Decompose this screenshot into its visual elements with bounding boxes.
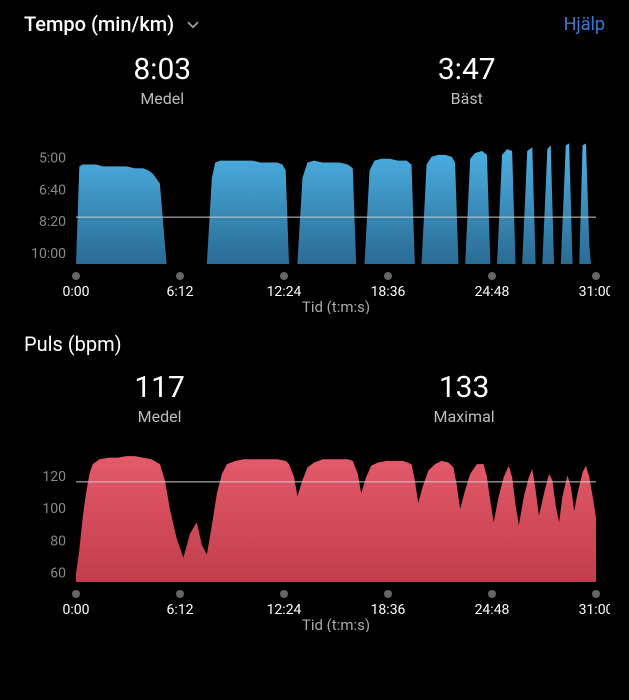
tempo-chart: 5:00 6:40 8:20 10:00 0:00 6:12 12:24 18:36 24:48… — [20, 124, 610, 314]
svg-text:12:24: 12:24 — [267, 602, 302, 618]
chevron-down-icon — [184, 15, 202, 33]
pulse-chart: 120 100 80 60 0:00 6:12 12:24 18:36 24:48 31:00 Ti… — [20, 442, 610, 632]
tempo-avg-value: 8:03 — [133, 52, 191, 87]
svg-text:6:12: 6:12 — [167, 284, 194, 300]
tempo-avg-label: Medel — [133, 89, 191, 108]
dropdown-label: Tempo (min/km) — [24, 12, 174, 36]
svg-text:5:00: 5:00 — [39, 150, 66, 166]
svg-text:31:00: 31:00 — [579, 602, 610, 618]
pulse-avg-label: Medel — [134, 407, 185, 426]
pulse-title: Puls (bpm) — [0, 314, 629, 358]
svg-text:6:12: 6:12 — [167, 602, 194, 618]
tempo-best-value: 3:47 — [438, 52, 496, 87]
tempo-best-label: Bäst — [438, 89, 496, 108]
svg-text:0:00: 0:00 — [63, 284, 90, 300]
svg-text:Tid (t:m:s): Tid (t:m:s) — [302, 616, 370, 632]
svg-text:24:48: 24:48 — [475, 602, 510, 618]
svg-text:31:00: 31:00 — [579, 284, 610, 300]
pulse-max-label: Maximal — [434, 407, 495, 426]
svg-text:0:00: 0:00 — [63, 602, 90, 618]
svg-text:10:00: 10:00 — [31, 246, 66, 262]
svg-text:100: 100 — [42, 501, 66, 517]
pulse-avg-stat: 117 Medel — [134, 370, 185, 426]
svg-text:12:24: 12:24 — [267, 284, 302, 300]
help-link[interactable]: Hjälp — [564, 14, 605, 35]
svg-text:8:20: 8:20 — [39, 214, 66, 230]
svg-text:120: 120 — [42, 469, 66, 485]
svg-text:6:40: 6:40 — [39, 182, 66, 198]
svg-text:18:36: 18:36 — [371, 602, 406, 618]
tempo-avg-stat: 8:03 Medel — [133, 52, 191, 108]
pulse-max-value: 133 — [434, 370, 495, 405]
svg-text:24:48: 24:48 — [475, 284, 510, 300]
svg-text:80: 80 — [50, 533, 66, 549]
svg-text:60: 60 — [50, 566, 66, 582]
svg-text:Tid (t:m:s): Tid (t:m:s) — [302, 298, 370, 314]
tempo-dropdown[interactable]: Tempo (min/km) — [24, 12, 202, 36]
pulse-avg-value: 117 — [134, 370, 185, 405]
svg-text:18:36: 18:36 — [371, 284, 406, 300]
tempo-best-stat: 3:47 Bäst — [438, 52, 496, 108]
pulse-max-stat: 133 Maximal — [434, 370, 495, 426]
